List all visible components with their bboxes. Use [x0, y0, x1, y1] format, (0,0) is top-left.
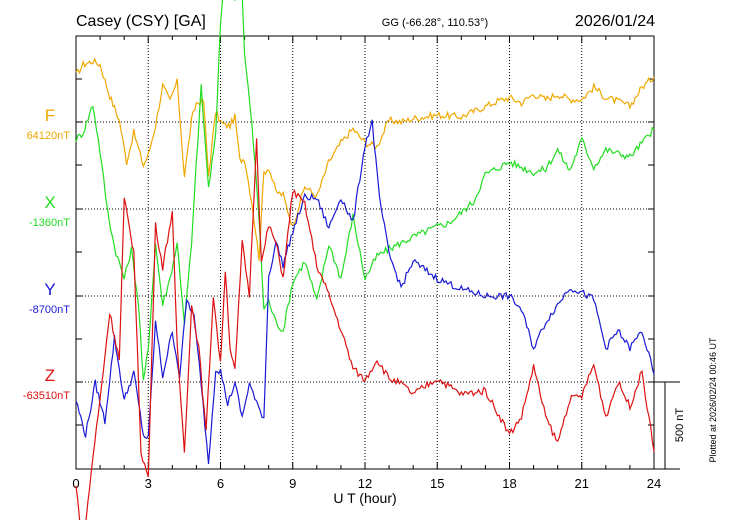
series-line-z	[75, 138, 655, 520]
x-tick-label: 21	[575, 476, 589, 491]
x-tick-label: 15	[430, 476, 444, 491]
grid-lines	[76, 36, 654, 469]
x-tick-label: 18	[502, 476, 516, 491]
series-name-y: Y	[44, 280, 55, 299]
series-line-x	[75, 0, 655, 381]
station-coords: GG (-66.28°, 110.53°)	[382, 17, 488, 29]
series-name-f: F	[45, 106, 55, 125]
x-axis-ticks: 0 3 6 9 12 15 18 21 24	[72, 36, 661, 491]
x-axis-label: U T (hour)	[333, 490, 396, 506]
series-baseline-f: 64120nT	[27, 130, 71, 142]
series-name-x: X	[44, 193, 55, 212]
plotted-timestamp: Plotted at 2026/02/24 00:46 UT	[708, 337, 718, 463]
station-title: Casey (CSY) [GA]	[76, 13, 206, 30]
series-line-y	[75, 119, 655, 464]
x-tick-label: 12	[358, 476, 372, 491]
x-tick-label: 0	[72, 476, 79, 491]
x-tick-label: 6	[217, 476, 224, 491]
x-tick-label: 9	[289, 476, 296, 491]
series-baseline-x: -1360nT	[29, 217, 70, 229]
series-baseline-y: -8700nT	[29, 304, 70, 316]
series-name-z: Z	[45, 366, 55, 385]
series-lines	[75, 0, 655, 520]
x-tick-label: 24	[647, 476, 661, 491]
scale-bar-label: 500 nT	[674, 408, 686, 443]
series-line-f	[75, 57, 655, 261]
series-baseline-z: -63510nT	[23, 390, 70, 402]
chart-date: 2026/01/24	[575, 13, 655, 30]
x-tick-label: 3	[145, 476, 152, 491]
series-labels: F 64120nT X -1360nT Y -8700nT Z -63510nT	[23, 106, 70, 402]
scale-bar: 500 nT	[654, 381, 686, 470]
